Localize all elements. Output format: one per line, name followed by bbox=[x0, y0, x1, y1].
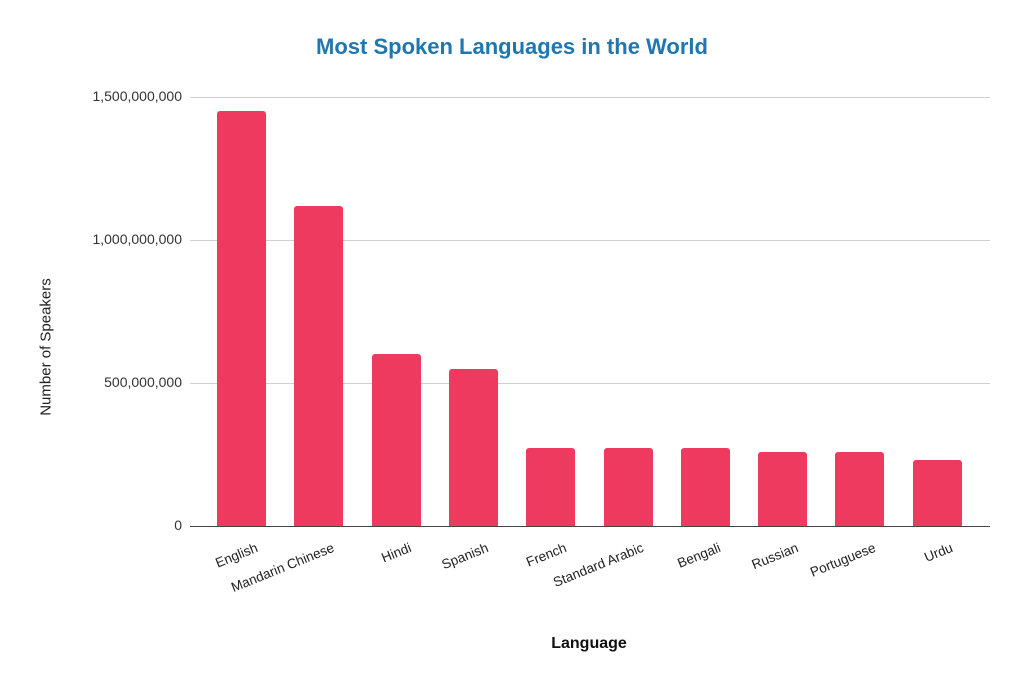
chart-title: Most Spoken Languages in the World bbox=[316, 34, 708, 59]
bar-hindi bbox=[371, 353, 421, 526]
gridline bbox=[190, 240, 990, 241]
x-axis-line bbox=[190, 526, 990, 527]
bar-french bbox=[526, 447, 576, 526]
x-tick-label: Bengali bbox=[675, 540, 723, 571]
gridline bbox=[190, 97, 990, 98]
y-axis-label: Number of Speakers bbox=[37, 278, 55, 416]
y-tick-label: 1,500,000,000 bbox=[92, 88, 182, 104]
bar-portuguese bbox=[835, 452, 885, 526]
bar-bengali bbox=[680, 447, 730, 526]
x-tick-label: Urdu bbox=[922, 540, 956, 565]
x-tick-label: French bbox=[523, 540, 569, 570]
x-axis-label: Language bbox=[551, 635, 627, 652]
y-tick-label: 0 bbox=[174, 517, 182, 533]
x-tick-label: Hindi bbox=[379, 540, 414, 566]
x-tick-label: English bbox=[212, 540, 260, 571]
bar-urdu bbox=[912, 459, 962, 526]
bar-spanish bbox=[448, 369, 498, 526]
x-tick-label: Russian bbox=[749, 540, 800, 573]
gridline bbox=[190, 383, 990, 384]
bar-mandarin-chinese bbox=[294, 206, 344, 526]
y-tick-label: 500,000,000 bbox=[104, 374, 182, 390]
x-tick-label: Portuguese bbox=[807, 540, 878, 580]
x-tick-label: Spanish bbox=[439, 540, 491, 573]
bar-russian bbox=[758, 452, 808, 526]
bar-standard-arabic bbox=[603, 447, 653, 526]
bar-english bbox=[217, 110, 266, 526]
y-tick-label: 1,000,000,000 bbox=[92, 231, 182, 247]
